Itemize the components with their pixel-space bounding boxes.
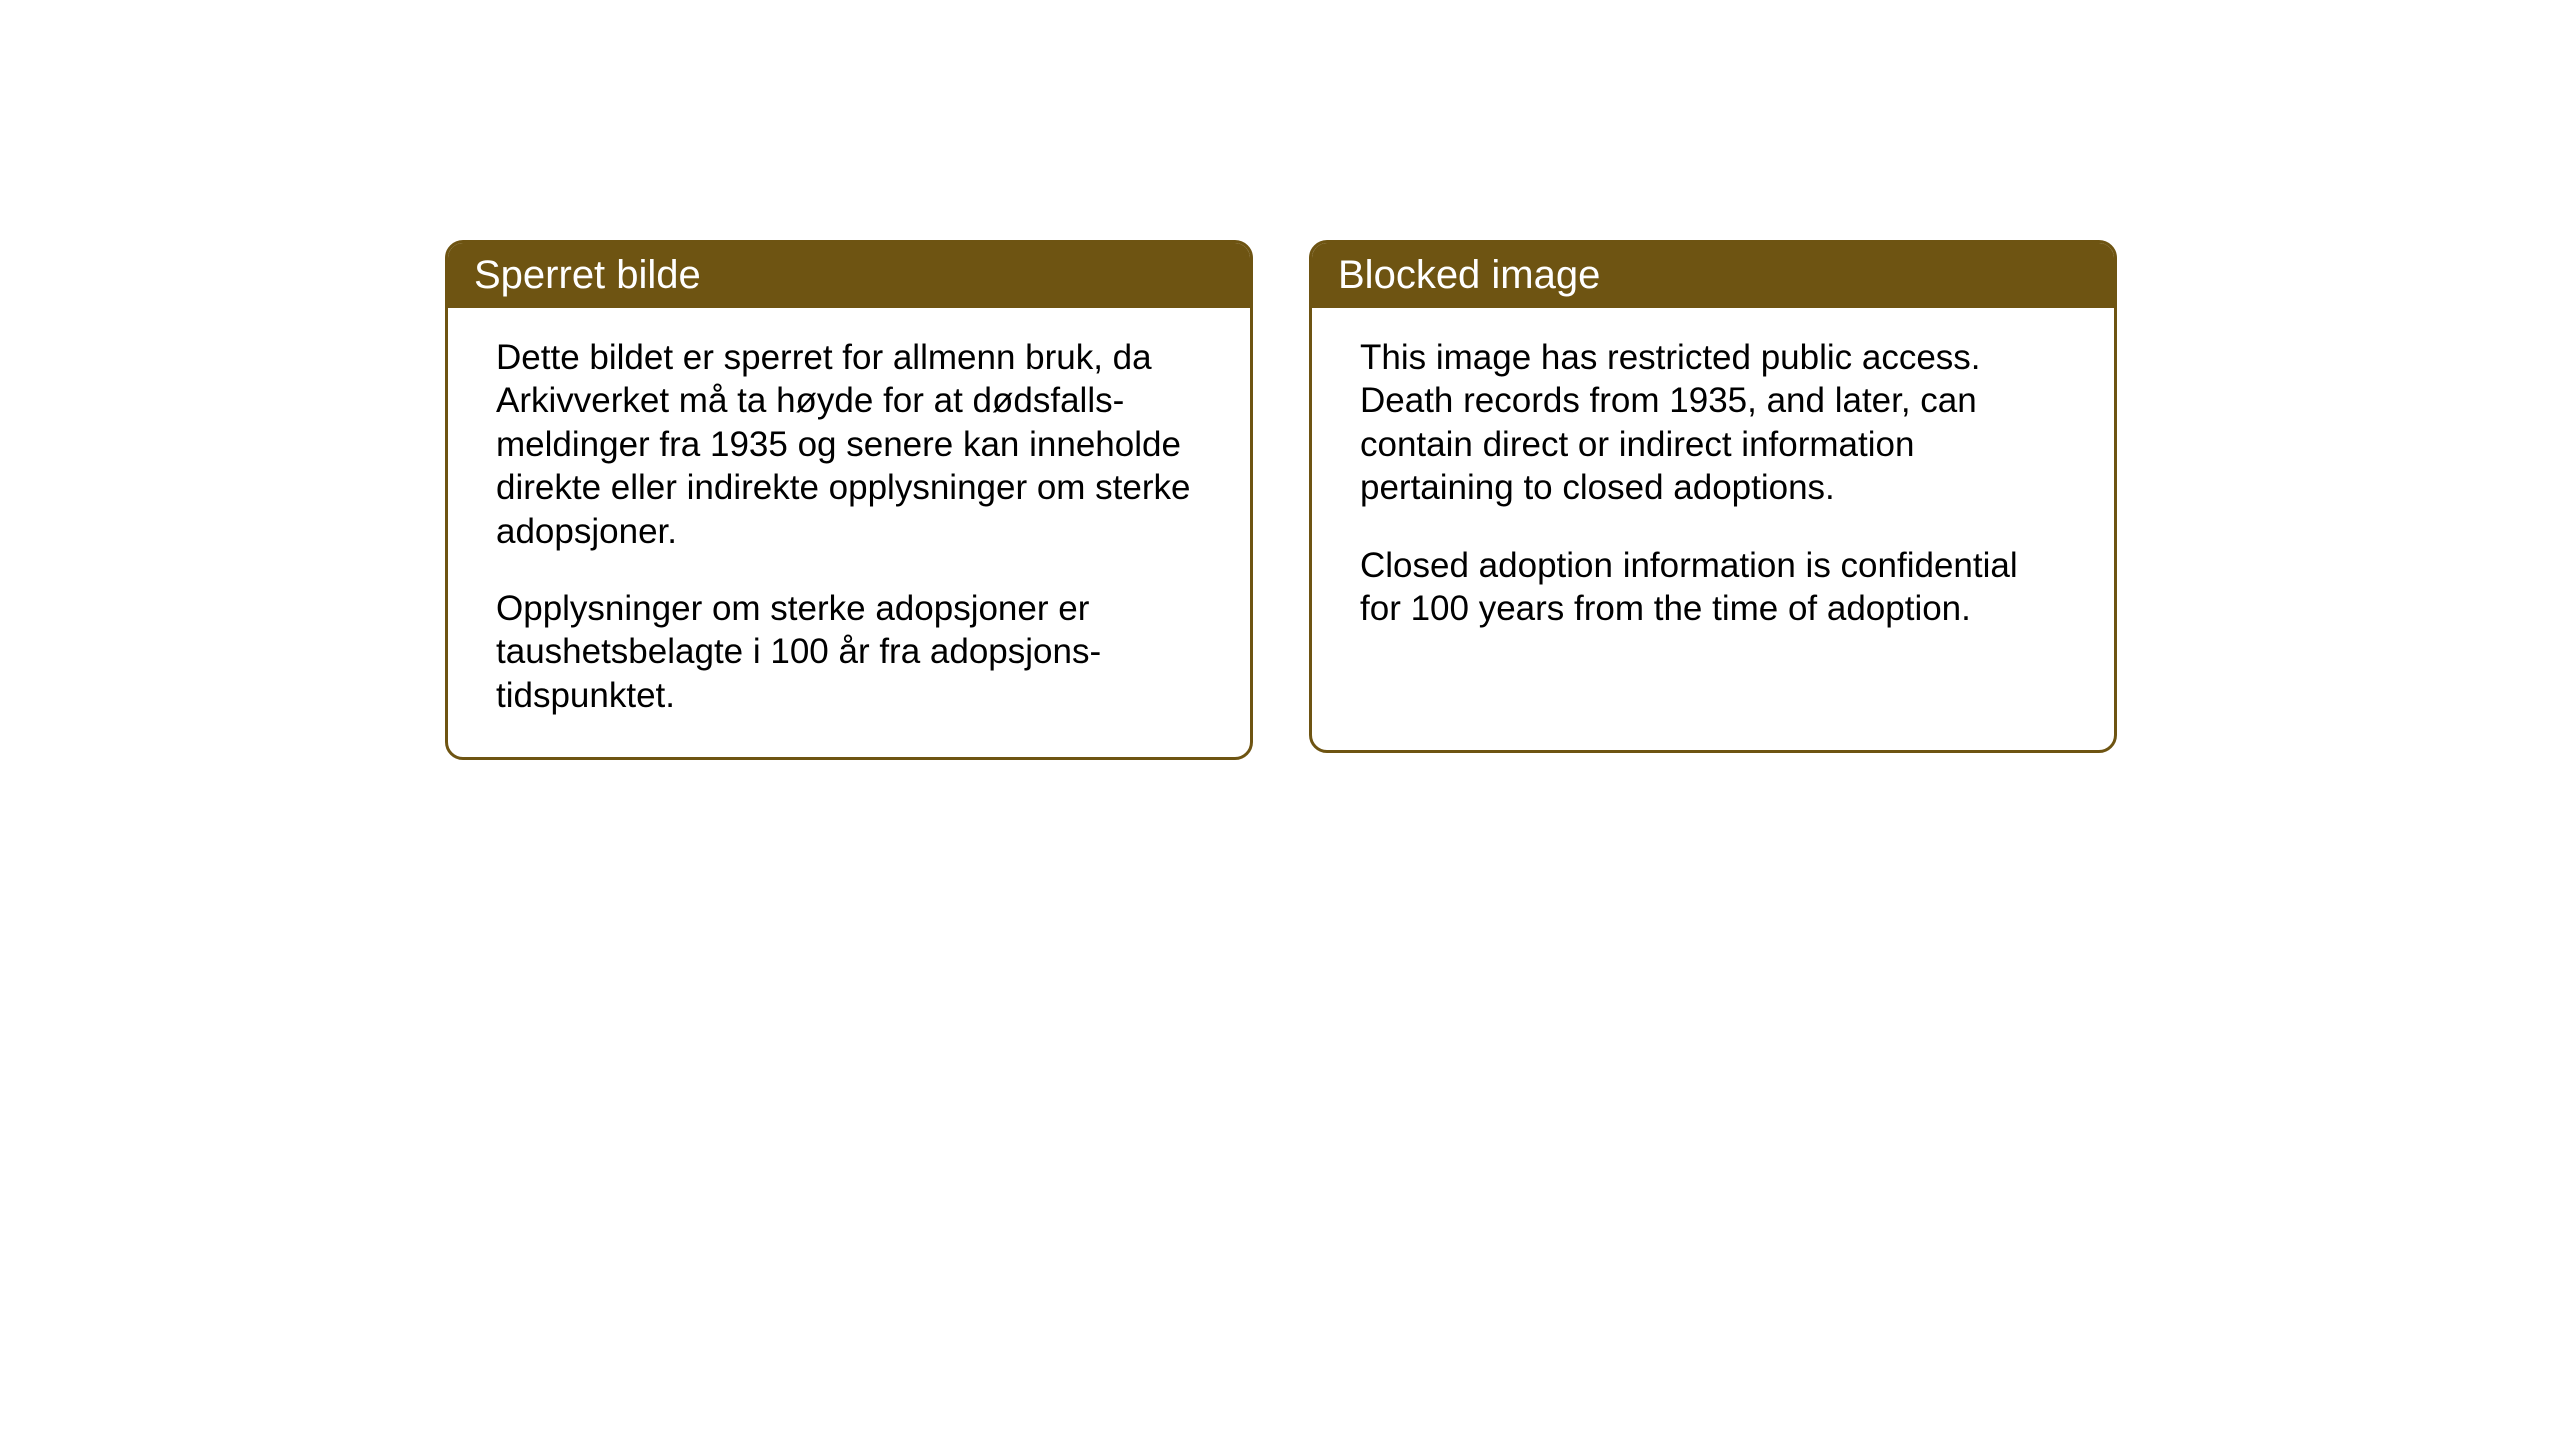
- english-card-title: Blocked image: [1312, 243, 2114, 308]
- english-card-body: This image has restricted public access.…: [1312, 308, 2114, 670]
- english-paragraph-2: Closed adoption information is confident…: [1360, 544, 2066, 631]
- norwegian-card-body: Dette bildet er sperret for allmenn bruk…: [448, 308, 1250, 757]
- norwegian-paragraph-2: Opplysninger om sterke adopsjoner er tau…: [496, 587, 1202, 717]
- notice-container: Sperret bilde Dette bildet er sperret fo…: [445, 240, 2117, 760]
- english-notice-card: Blocked image This image has restricted …: [1309, 240, 2117, 753]
- english-paragraph-1: This image has restricted public access.…: [1360, 336, 2066, 510]
- norwegian-paragraph-1: Dette bildet er sperret for allmenn bruk…: [496, 336, 1202, 553]
- norwegian-card-title: Sperret bilde: [448, 243, 1250, 308]
- norwegian-notice-card: Sperret bilde Dette bildet er sperret fo…: [445, 240, 1253, 760]
